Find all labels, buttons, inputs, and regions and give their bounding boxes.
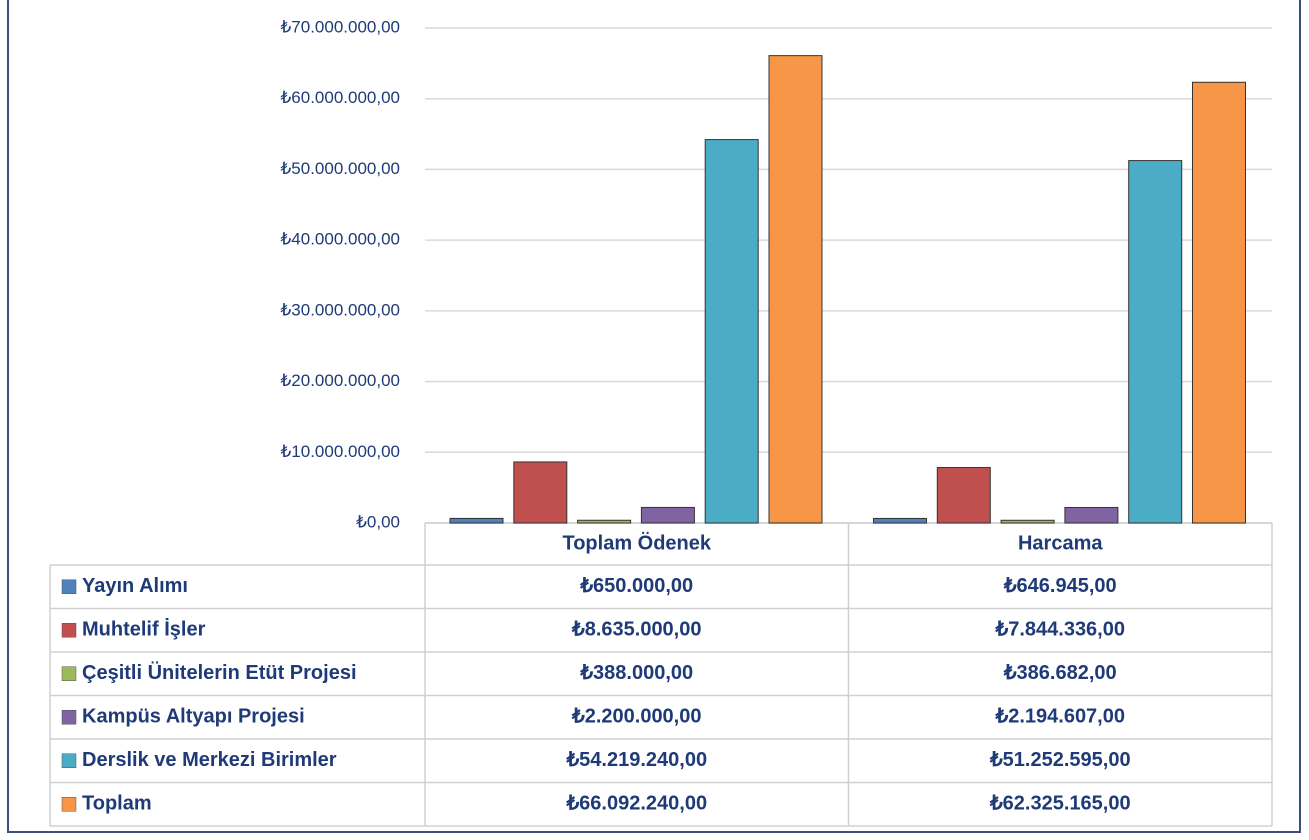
value-label: ₺646.945,00	[1003, 575, 1117, 597]
value-label: ₺650.000,00	[579, 575, 693, 597]
y-tick-label: ₺50.000.000,00	[280, 159, 400, 178]
y-tick-label: ₺10.000.000,00	[280, 442, 400, 461]
legend-key	[61, 579, 77, 594]
bar	[513, 461, 568, 524]
legend-label: Yayın Alımı	[82, 575, 188, 597]
bar	[873, 517, 927, 524]
legend-label: Çeşitli Ünitelerin Etüt Projesi	[82, 661, 357, 684]
legend-key	[61, 753, 77, 768]
y-tick-label: ₺60.000.000,00	[280, 88, 400, 107]
legend-key	[61, 797, 77, 812]
value-label: ₺66.092.240,00	[565, 793, 707, 815]
x-category-header: Harcama	[1018, 532, 1103, 554]
legend-label: Kampüs Altyapı Projesi	[82, 706, 305, 728]
y-tick-label: ₺0,00	[356, 512, 400, 531]
value-label: ₺54.219.240,00	[565, 749, 707, 771]
value-label: ₺388.000,00	[579, 662, 693, 684]
value-label: ₺7.844.336,00	[994, 619, 1125, 641]
value-label: ₺8.635.000,00	[571, 619, 702, 641]
value-label: ₺2.194.607,00	[994, 706, 1125, 728]
value-label: ₺386.682,00	[1003, 662, 1117, 684]
x-category-header: Toplam Ödenek	[562, 531, 711, 554]
bar	[640, 506, 695, 524]
bar	[768, 55, 823, 524]
y-tick-label: ₺40.000.000,00	[280, 230, 400, 249]
value-label: ₺2.200.000,00	[571, 706, 702, 728]
value-label: ₺62.325.165,00	[989, 793, 1131, 815]
bar	[1192, 81, 1246, 524]
bar	[704, 139, 759, 524]
legend-label: Toplam	[82, 793, 152, 815]
legend-label: Muhtelif İşler	[82, 618, 206, 641]
bar	[449, 517, 504, 524]
bar	[1064, 506, 1119, 524]
y-tick-label: ₺30.000.000,00	[280, 300, 400, 319]
y-tick-label: ₺70.000.000,00	[280, 17, 400, 36]
legend-key	[61, 666, 77, 681]
y-tick-label: ₺20.000.000,00	[280, 371, 400, 390]
legend-key	[61, 710, 77, 725]
legend-label: Derslik ve Merkezi Birimler	[82, 749, 337, 771]
value-label: ₺51.252.595,00	[989, 749, 1131, 771]
bar	[1000, 519, 1055, 524]
legend-key	[61, 623, 77, 638]
chart-frame	[7, 0, 1301, 833]
bar	[936, 467, 991, 524]
bar	[577, 519, 632, 524]
bar	[1128, 160, 1183, 524]
